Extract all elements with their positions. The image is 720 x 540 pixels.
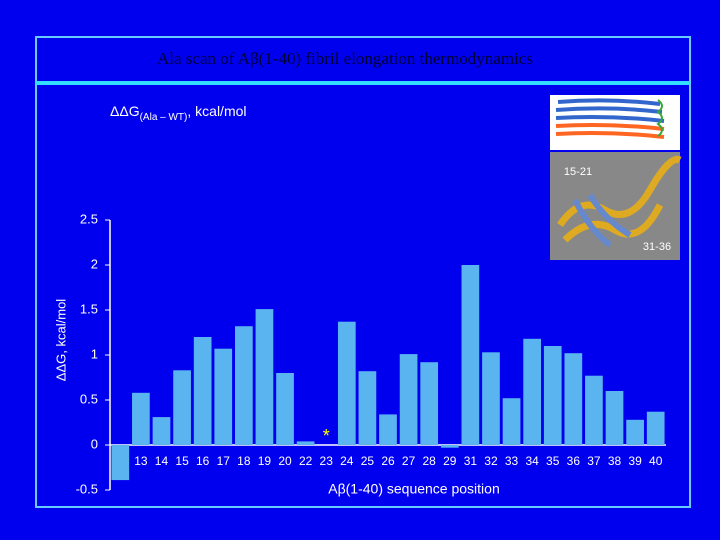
y-tick-label: 0.5 — [80, 391, 98, 406]
x-tick-label: 24 — [340, 454, 354, 468]
x-tick-label: 37 — [587, 454, 601, 468]
x-tick-label: 27 — [402, 454, 416, 468]
x-tick-label: 36 — [567, 454, 581, 468]
bar — [585, 375, 603, 445]
y-tick-label: 1 — [91, 346, 98, 361]
x-tick-label: 13 — [134, 454, 148, 468]
inset-structure: 15-21 31-36 — [550, 95, 682, 260]
bar — [152, 417, 171, 445]
strands-blue — [555, 98, 665, 123]
chart-title: Ala scan of Aβ(1-40) fibril elongation t… — [157, 49, 533, 68]
bar — [276, 373, 294, 445]
y-tick-label: -0.5 — [76, 481, 98, 496]
strands-green — [656, 99, 663, 137]
x-tick-label: 33 — [505, 454, 519, 468]
x-tick-label: 22 — [299, 454, 313, 468]
x-tick-label: 20 — [278, 454, 292, 468]
bar — [337, 321, 356, 445]
bar — [646, 411, 665, 445]
x-tick-label: 39 — [628, 454, 642, 468]
x-tick-label: 28 — [423, 454, 437, 468]
y-tick-label: 1.5 — [80, 301, 98, 316]
bar — [379, 414, 397, 445]
value-label-main: ΔΔG — [110, 103, 140, 119]
bar — [523, 338, 542, 445]
x-tick-label: 14 — [155, 454, 169, 468]
bar — [399, 354, 418, 445]
strands-orange — [555, 123, 665, 139]
x-tick-label: 38 — [608, 454, 622, 468]
bar — [111, 445, 130, 481]
bar — [193, 337, 212, 445]
x-tick-label: 32 — [484, 454, 498, 468]
bar — [358, 371, 377, 445]
inset-label: 31-36 — [643, 241, 671, 253]
bar — [234, 326, 253, 445]
annotation: * — [323, 426, 330, 446]
bar — [482, 352, 500, 445]
x-tick-label: 16 — [196, 454, 210, 468]
x-tick-label: 17 — [217, 454, 231, 468]
x-tick-label: 23 — [320, 454, 334, 468]
x-tick-label: 29 — [443, 454, 457, 468]
bar — [132, 392, 150, 445]
x-tick-label: 19 — [258, 454, 272, 468]
x-tick-label: 25 — [361, 454, 375, 468]
value-label-unit: , kcal/mol — [187, 103, 246, 119]
x-tick-label: 34 — [525, 454, 539, 468]
y-tick-label: 0 — [91, 436, 98, 451]
bar — [255, 309, 274, 445]
value-label: ΔΔG(Ala – WT), kcal/mol — [110, 103, 247, 123]
bar — [564, 353, 583, 445]
bar — [461, 265, 480, 445]
x-tick-label: 15 — [175, 454, 189, 468]
frame — [35, 36, 691, 508]
y-axis-title: ΔΔG, kcal/mol — [53, 299, 68, 381]
y-tick-label: 2.5 — [80, 211, 98, 226]
bar — [605, 391, 624, 445]
bar — [626, 419, 644, 445]
x-tick-label: 40 — [649, 454, 663, 468]
bar — [440, 445, 459, 448]
bar — [502, 398, 521, 445]
x-tick-label: 35 — [546, 454, 560, 468]
y-tick-label: 2 — [91, 256, 98, 271]
x-tick-label: 26 — [381, 454, 395, 468]
x-tick-label: 18 — [237, 454, 251, 468]
bar — [173, 370, 191, 445]
x-tick-label: 31 — [464, 454, 478, 468]
strands-gray-blue — [572, 193, 632, 248]
bar — [214, 348, 233, 445]
value-label-sub: (Ala – WT) — [140, 112, 188, 123]
x-axis-title: Aβ(1-40) sequence position — [328, 481, 500, 497]
inset-label: 15-21 — [564, 166, 592, 178]
bar — [296, 441, 315, 445]
bar — [420, 362, 439, 445]
bar — [543, 346, 562, 445]
